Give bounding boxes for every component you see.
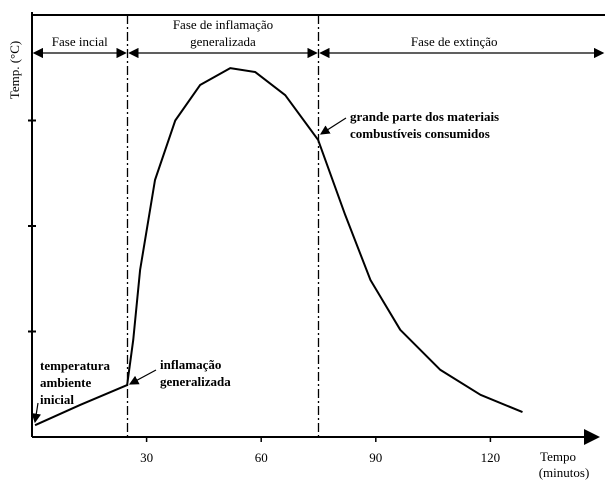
phase-label: Fase incial	[52, 34, 108, 49]
annotation: grande parte dos materiais	[350, 109, 499, 124]
annotation-arrow	[128, 369, 157, 385]
annotation: inicial	[40, 392, 74, 407]
x-axis-label: Tempo	[540, 449, 576, 464]
annotation: temperatura	[40, 358, 111, 373]
phase-label: generalizada	[190, 34, 256, 49]
annotation: ambiente	[40, 375, 92, 390]
y-axis-label: Temp. (°C)	[7, 41, 22, 99]
x-tick-label: 120	[481, 450, 501, 465]
phase-label: Fase de inflamação	[173, 17, 273, 32]
annotation-arrow	[319, 117, 347, 135]
annotation: inflamação	[160, 357, 221, 372]
x-tick-label: 90	[369, 450, 382, 465]
annotation-arrow	[31, 402, 42, 424]
annotation: generalizada	[160, 374, 231, 389]
x-tick-label: 30	[140, 450, 153, 465]
phase-label: Fase de extinção	[411, 34, 498, 49]
x-axis-label: (minutos)	[539, 465, 590, 480]
temperature-curve	[34, 67, 523, 427]
annotation: combustíveis consumidos	[350, 126, 490, 141]
x-tick-label: 60	[255, 450, 268, 465]
